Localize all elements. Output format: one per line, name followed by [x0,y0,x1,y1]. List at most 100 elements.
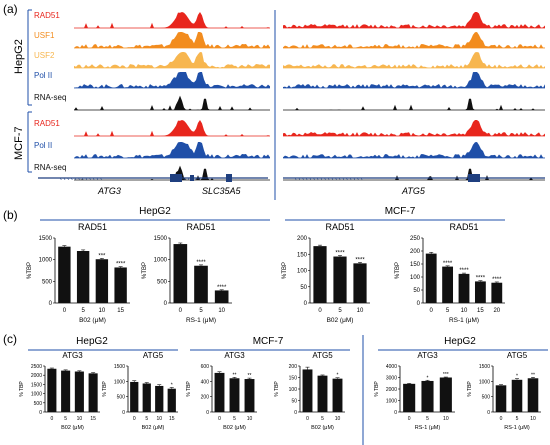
x-tick-label: 5 [321,416,324,422]
y-tick-label: 500 [42,279,53,285]
track-label: USF2 [34,51,55,60]
bar [229,378,240,412]
bar [313,246,327,303]
bar [142,383,151,412]
x-axis-label: RS-1 (μM) [449,317,479,324]
x-tick-label: 5 [338,308,342,314]
y-tick-label: 50 [291,399,297,405]
bar [130,381,139,412]
chart-title: ATG3 [224,351,245,360]
hepg2-header-b: HepG2 [139,206,171,217]
coverage-track [283,72,545,88]
gene-label-slc35a5: SLC35A5 [202,186,242,196]
y-axis-label: % TBP [274,381,280,397]
panel-label-b: (b) [3,208,18,222]
mcf7-label-a: MCF-7 [13,126,25,160]
x-axis-label: B02 (μM) [79,317,106,324]
chart-title: RAD51 [78,222,107,232]
y-tick-label: 1500 [479,364,490,370]
significance-label: * [516,374,518,380]
bar [495,385,507,412]
x-tick-label: 10 [218,308,225,314]
bar [244,379,255,412]
y-tick-label: 1500 [31,382,42,388]
x-tick-label: 5 [81,308,85,314]
y-tick-label: 500 [34,401,43,407]
svg-text:‹ ‹ ‹ ‹ ‹ ‹ ‹ ‹ ‹ ‹ ‹ ‹ ‹ ‹ ‹: ‹ ‹ ‹ ‹ ‹ ‹ ‹ ‹ ‹ ‹ ‹ ‹ ‹ ‹ ‹ ‹ ‹ ‹ ‹ [295,177,363,183]
significance-label: **** [492,277,502,283]
track-label: RNA-seq [34,93,66,102]
x-axis-label: RS-1 (μM) [186,317,216,324]
y-tick-label: 200 [410,249,421,255]
coverage-track [74,32,270,48]
y-tick-label: 1000 [154,258,168,264]
y-axis-label: % TBP [102,381,108,397]
y-tick-label: 200 [289,364,298,370]
bar [167,388,176,412]
y-tick-label: 0 [304,301,308,307]
y-tick-label: 0 [49,301,53,307]
bar [527,378,539,412]
hepg2-bracket [27,9,32,106]
x-tick-label: 0 [63,308,67,314]
gene-label-atg5: ATG5 [401,186,426,196]
y-axis-label: %TBP [282,262,288,279]
significance-label: **** [459,268,469,274]
significance-label: * [427,375,429,381]
x-tick-label: 15 [169,416,175,422]
coverage-track [283,32,545,48]
bar [114,267,127,303]
coverage-track [74,72,270,88]
y-tick-label: 0 [394,410,397,416]
y-tick-label: 1000 [386,399,397,405]
x-tick-label: 0 [430,308,434,314]
y-axis-label: % TBP [19,381,25,397]
coverage-track [283,142,545,158]
x-tick-label: 15 [477,308,484,314]
bar [61,370,71,412]
y-tick-label: 0 [39,410,42,416]
x-tick-label: 10 [461,308,468,314]
coverage-track [74,95,270,110]
panel-label-a: (a) [3,2,18,16]
x-tick-label: 0 [408,416,411,422]
y-axis-label: %TBP [395,262,401,279]
bar-chart-b-mcf-7-rad51: RAD51 0 50 100 150 200 250 0 **** 5 **** 10 **** 15 **… [395,222,505,324]
track-label: Pol II [34,71,52,80]
y-tick-label: 4000 [386,364,397,370]
x-tick-label: 20 [493,308,500,314]
x-axis-label: B02 (μM) [223,425,246,431]
significance-label: ** [248,373,252,379]
x-tick-label: 5 [426,416,429,422]
chart-title: RAD51 [325,222,354,232]
chart-title: ATG5 [312,351,333,360]
y-tick-label: 1500 [39,236,53,242]
x-tick-label: 5 [233,416,236,422]
y-tick-label: 100 [289,387,298,393]
bar [474,281,486,303]
atg5-exon [468,174,480,182]
y-tick-label: 500 [117,395,126,401]
bar [214,290,229,303]
bar [403,383,416,412]
bar [74,371,84,412]
bar [425,253,437,303]
mcf7-header-b: MCF-7 [385,206,416,217]
significance-label: **** [217,285,227,291]
significance-label: * [171,382,173,388]
bar [491,282,503,303]
bar [47,368,57,412]
y-tick-label: 50 [413,288,420,294]
y-tick-label: 400 [201,379,210,385]
x-axis-label: B02 (μM) [142,425,165,431]
bar [332,378,343,412]
x-tick-label: 0 [133,416,136,422]
bar [194,265,208,303]
y-tick-label: 3000 [386,376,397,382]
bar [353,263,367,303]
y-tick-label: 250 [410,236,421,242]
